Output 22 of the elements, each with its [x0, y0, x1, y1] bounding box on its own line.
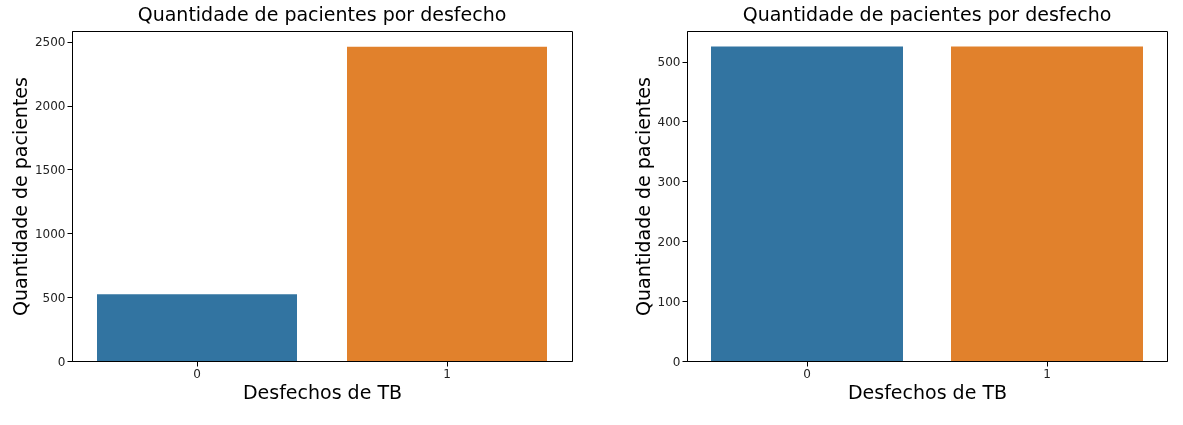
chart-title: Quantidade de pacientes por desfecho: [137, 3, 507, 25]
y-tick-label: 1500: [34, 162, 66, 177]
y-tick-label: 1000: [34, 226, 66, 241]
x-tick-label: 1: [1043, 366, 1051, 381]
y-tick-label: 100: [657, 294, 681, 309]
chart-title: Quantidade de pacientes por desfecho: [742, 3, 1112, 25]
y-tick-label: 400: [657, 114, 681, 129]
y-tick-label: 2500: [34, 35, 66, 50]
y-tick-label: 300: [657, 174, 681, 189]
x-axis-title: Desfechos de TB: [242, 380, 403, 403]
x-tick-label: 0: [193, 366, 201, 381]
y-tick-label: 500: [42, 290, 66, 305]
y-tick-label: 0: [57, 354, 66, 369]
x-tick-label: 1: [443, 366, 451, 381]
y-tick-label: 500: [657, 55, 681, 70]
y-tick-label: 0: [672, 354, 681, 369]
y-axis-title: Quantidade de pacientes: [631, 77, 654, 316]
x-axis-title: Desfechos de TB: [847, 380, 1008, 403]
x-tick-label: 0: [803, 366, 811, 381]
y-axis-title: Quantidade de pacientes: [8, 77, 31, 316]
y-tick-label: 2000: [34, 99, 66, 114]
y-tick-label: 200: [657, 234, 681, 249]
